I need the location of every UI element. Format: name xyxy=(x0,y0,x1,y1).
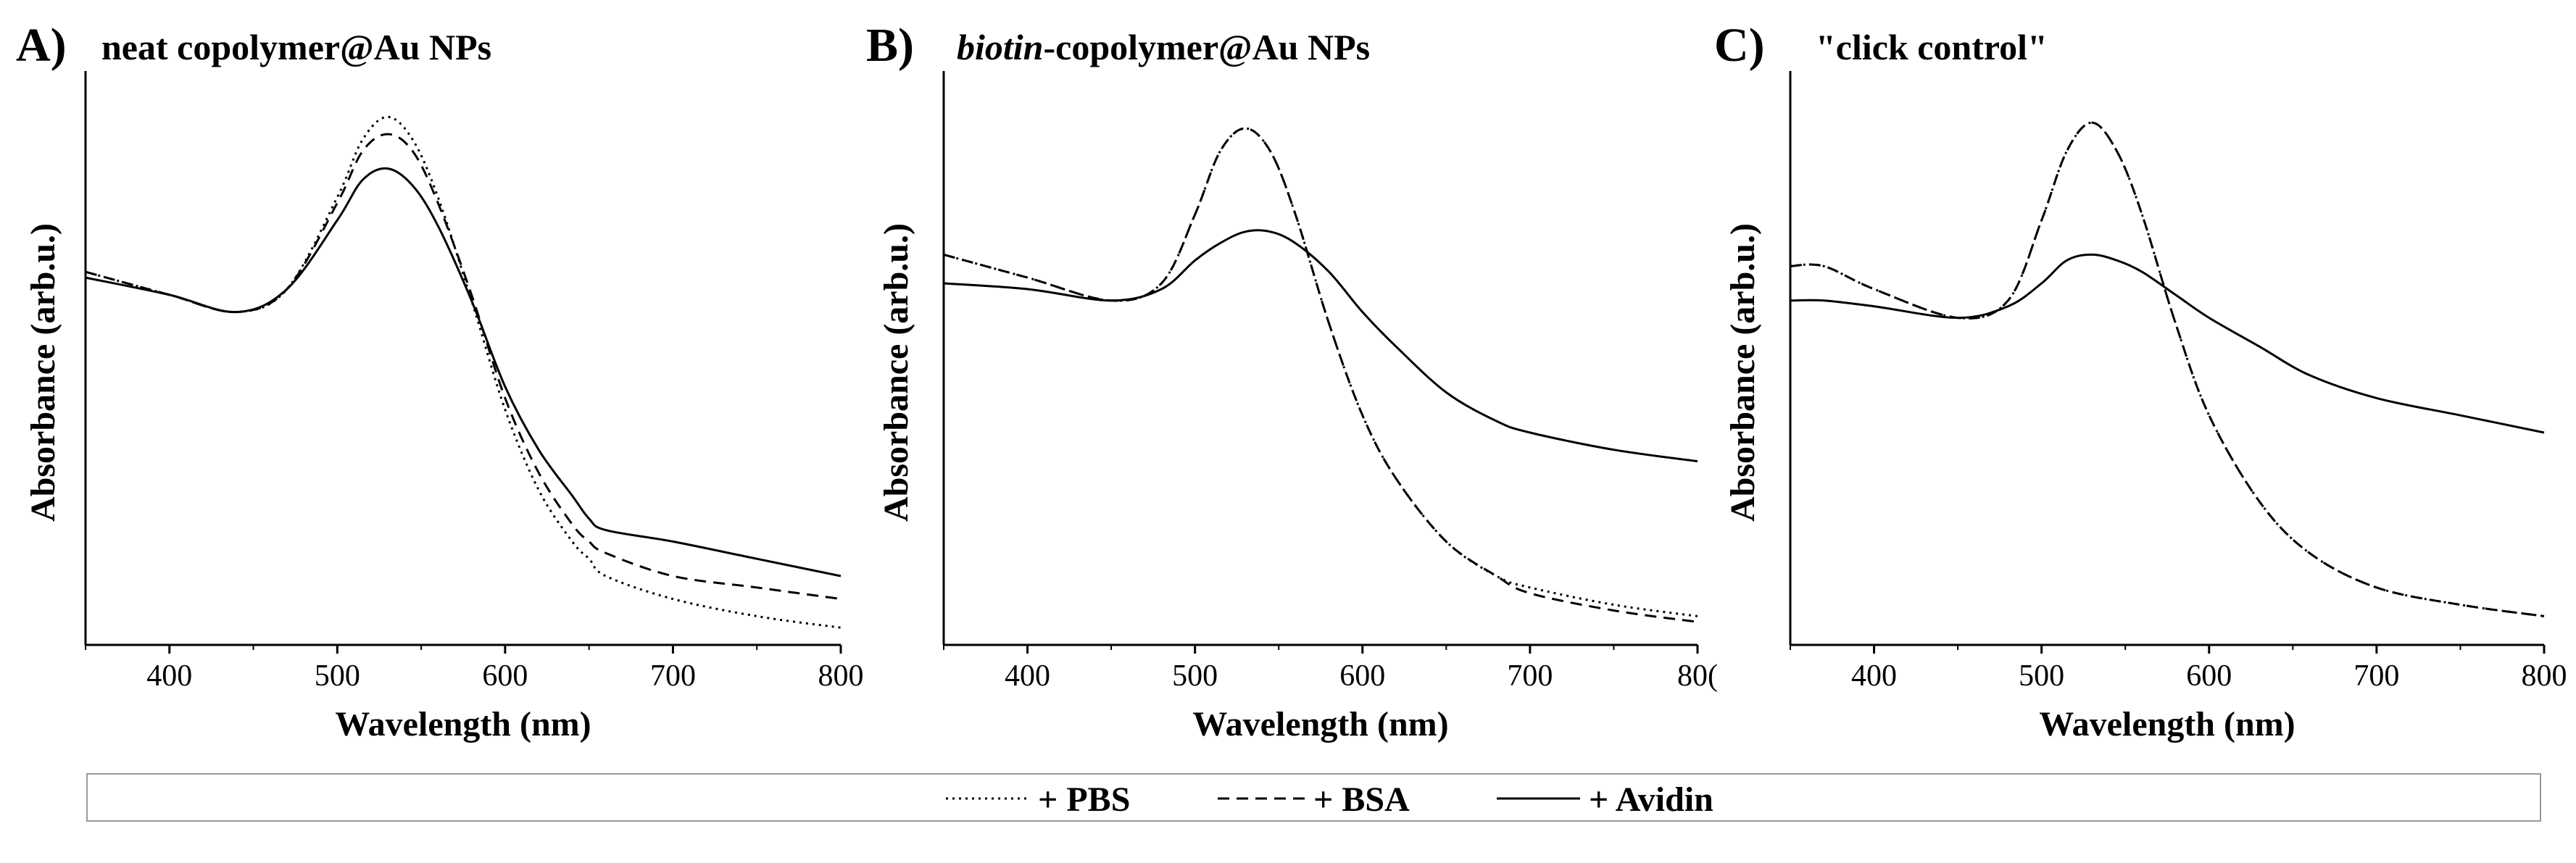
panel-letter-b: B) xyxy=(866,19,914,72)
x-tick-label-c-600: 600 xyxy=(2186,659,2232,693)
panel-title-italic: biotin xyxy=(957,27,1043,67)
legend-label-pbs: + PBS xyxy=(1038,780,1130,819)
panel-title-c: "click control" xyxy=(1816,27,2048,67)
series-c-bsa xyxy=(1790,121,2545,617)
x-tick-label-a-400: 400 xyxy=(146,659,192,693)
x-tick-label-c-800: 800 xyxy=(2522,659,2567,693)
series-a-pbs xyxy=(85,115,842,629)
x-axis-title-b: Wavelength (nm) xyxy=(1192,705,1448,743)
series-b-bsa xyxy=(943,127,1698,623)
x-tick-label-c-700: 700 xyxy=(2353,659,2399,693)
x-tick-label-a-500: 500 xyxy=(315,659,360,693)
series-a-avidin xyxy=(85,167,842,578)
legend-label-avidin: + Avidin xyxy=(1589,780,1713,819)
x-tick-label-a-800: 800 xyxy=(818,659,864,693)
x-tick-label-b-800: 80( xyxy=(1677,659,1718,693)
x-tick-label-b-700: 700 xyxy=(1507,659,1553,693)
x-axis-title-a: Wavelength (nm) xyxy=(335,705,591,743)
x-tick-label-b-400: 400 xyxy=(1005,659,1050,693)
y-axis-title-b: Absorbance (arb.u.) xyxy=(877,223,915,522)
legend: + PBS + BSA + Avidin xyxy=(86,773,2541,822)
x-tick-label-c-500: 500 xyxy=(2019,659,2064,693)
legend-label-bsa: + BSA xyxy=(1313,780,1410,819)
legend-box xyxy=(86,773,2541,822)
series-c-pbs xyxy=(1790,121,2545,617)
x-tick-label-b-600: 600 xyxy=(1339,659,1385,693)
series-c-avidin xyxy=(1790,253,2545,434)
x-tick-label-a-700: 700 xyxy=(650,659,696,693)
x-tick-label-a-600: 600 xyxy=(482,659,528,693)
y-axis-title-c: Absorbance (arb.u.) xyxy=(1724,223,1762,522)
panels: A) neat copolymer@Au NPs 400 500 600 700 800 Wa… xyxy=(16,19,2567,743)
y-axis-title-a: Absorbance (arb.u.) xyxy=(24,223,62,522)
panel-a: A) neat copolymer@Au NPs 400 500 600 700 800 Wa… xyxy=(16,19,864,743)
panel-title-b: biotin-copolymer@Au NPs xyxy=(957,27,1370,67)
panel-c: C) "click control" 400 500 600 700 800 Waveleng… xyxy=(1714,19,2567,743)
panel-letter-c: C) xyxy=(1714,19,1765,72)
panel-b: B) biotin-copolymer@Au NPs 400 500 600 700 80(… xyxy=(866,19,1718,743)
x-tick-label-c-400: 400 xyxy=(1851,659,1897,693)
x-axis-title-c: Wavelength (nm) xyxy=(2039,705,2295,743)
panel-letter-a: A) xyxy=(16,19,67,72)
series-b-pbs xyxy=(943,127,1698,617)
panel-title-a: neat copolymer@Au NPs xyxy=(101,27,491,67)
x-tick-label-b-500: 500 xyxy=(1172,659,1218,693)
series-b-avidin xyxy=(943,229,1698,463)
panel-title-rest: -copolymer@Au NPs xyxy=(1043,27,1370,67)
series-a-bsa xyxy=(85,133,842,601)
